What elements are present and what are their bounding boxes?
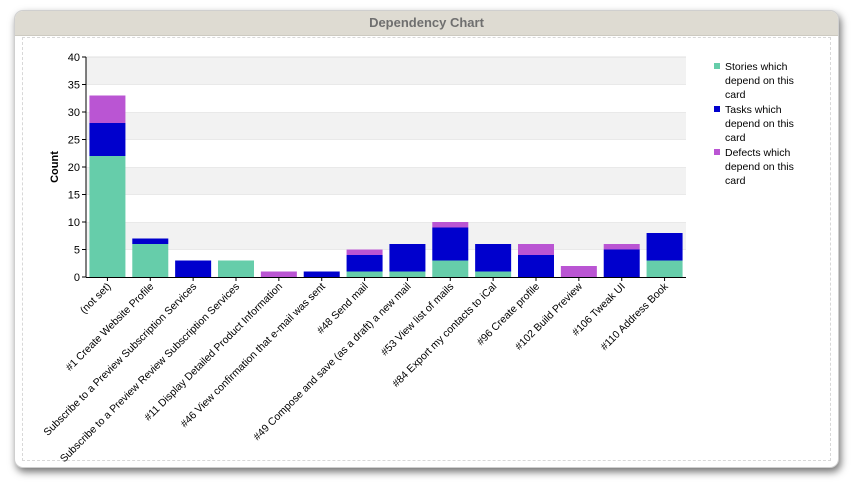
y-tick-label: 40 [68, 52, 80, 64]
grid-band [86, 57, 686, 85]
x-tick-label: #1 Create Website Profile [63, 281, 156, 374]
legend-label-line: depend on this [725, 75, 794, 87]
bar-segment-stories [132, 244, 169, 277]
x-tick-label: #53 View list of mails [379, 281, 457, 359]
legend-swatch-tasks [714, 106, 720, 112]
bar-segment-tasks [432, 227, 469, 261]
bar-segment-tasks [346, 255, 383, 272]
bar-segment-stories [218, 260, 254, 277]
bar-segment-stories [346, 271, 383, 277]
bar-segment-tasks [475, 244, 512, 272]
bar-segment-tasks [518, 255, 554, 277]
legend-label-line: Tasks which [725, 104, 782, 116]
grid-band [86, 167, 686, 195]
legend-label: Tasks which depend on this card [725, 104, 794, 144]
legend-label-line: card [725, 175, 746, 187]
bar-segment-defects [432, 222, 469, 228]
bar-segment-tasks [389, 244, 426, 272]
legend-label-line: depend on this [725, 161, 794, 173]
y-tick-label: 15 [68, 190, 80, 202]
bar-segment-tasks [132, 238, 169, 244]
bar-segment-defects [560, 266, 597, 277]
bar-segment-stories [646, 260, 683, 277]
x-tick-label: (not set) [78, 281, 114, 317]
bar-segment-defects [518, 244, 554, 255]
y-tick-label: 25 [68, 135, 80, 147]
grid-band [86, 194, 686, 222]
x-tick-label: Subscribe to a Preview Subscription Serv… [41, 281, 199, 439]
legend-label-line: Defects which [725, 147, 791, 159]
grid-band [86, 112, 686, 140]
bar-segment-tasks [303, 271, 340, 277]
legend-label-line: card [725, 132, 746, 144]
y-tick-label: 5 [74, 245, 80, 257]
grid-band [86, 222, 686, 250]
x-tick-label: #49 Compose and save (as a draft) a new … [251, 281, 413, 443]
bar-segment-defects [89, 95, 126, 123]
bar-segment-defects [603, 244, 640, 250]
y-tick-label: 10 [68, 217, 80, 229]
legend-label: Stories which depend on this card [725, 61, 794, 101]
grid-band [86, 139, 686, 167]
grid-band [86, 84, 686, 112]
chart-title: Dependency Chart [15, 11, 838, 36]
bar-segment-tasks [89, 123, 126, 156]
legend-label-line: depend on this [725, 118, 794, 130]
bar-segment-stories [389, 271, 426, 277]
bar-segment-tasks [646, 233, 683, 261]
legend-label-line: card [725, 89, 746, 101]
bar-segment-stories [89, 156, 126, 277]
legend-label: Defects which depend on this card [725, 147, 794, 187]
bar-segment-tasks [603, 249, 640, 277]
bar-segment-stories [475, 271, 512, 277]
y-tick-label: 30 [68, 107, 80, 119]
chart-frame [22, 37, 831, 461]
bar-segment-defects [346, 249, 383, 255]
y-tick-label: 35 [68, 80, 80, 92]
y-tick-label: 0 [74, 272, 80, 284]
bar-segment-stories [432, 260, 469, 277]
legend-label-line: Stories which [725, 61, 788, 73]
legend-swatch-stories [714, 63, 720, 69]
y-axis-title: Count [49, 151, 61, 183]
y-tick-label: 20 [68, 162, 80, 174]
bar-segment-tasks [175, 260, 212, 277]
legend-swatch-defects [714, 149, 720, 155]
bar-segment-defects [260, 271, 297, 277]
